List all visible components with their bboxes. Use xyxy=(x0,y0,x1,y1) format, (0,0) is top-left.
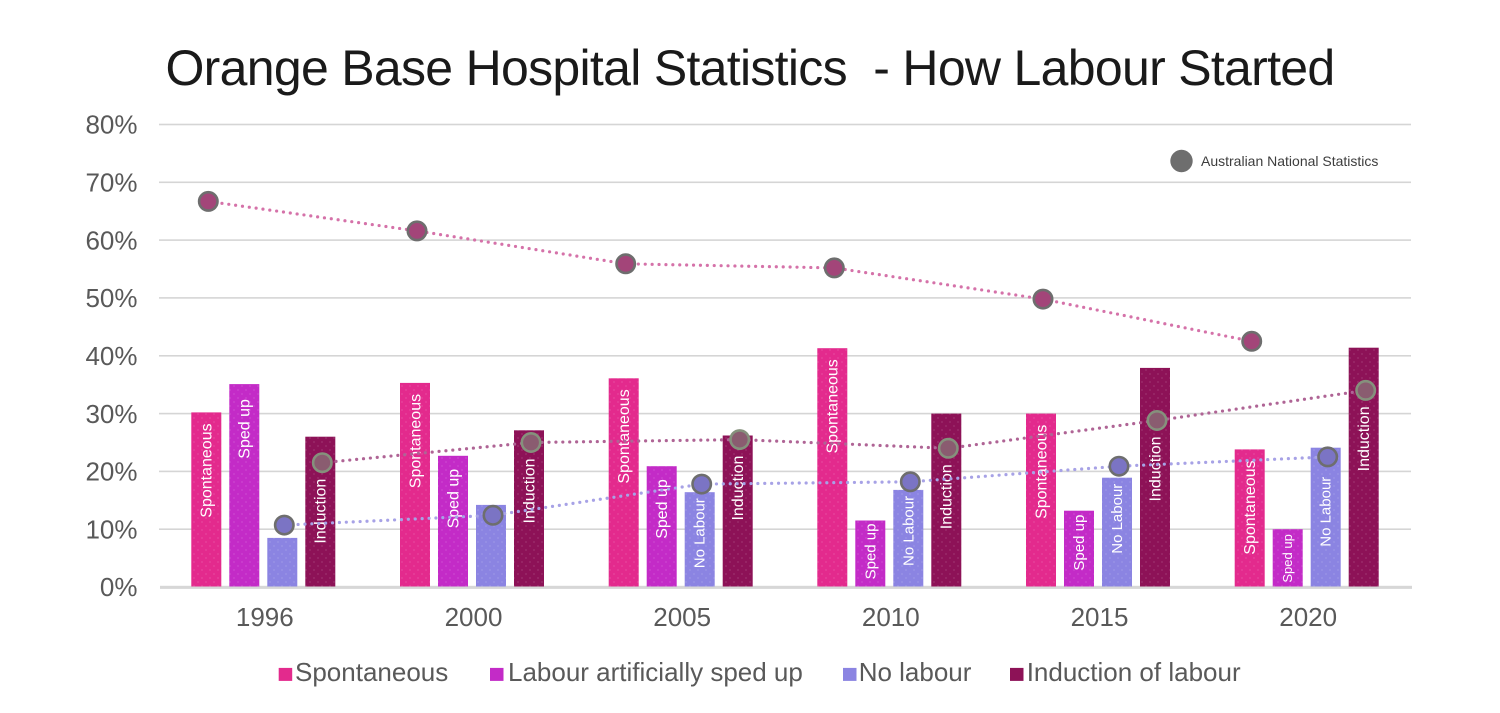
svg-text:Spontaneous: Spontaneous xyxy=(295,657,448,687)
svg-text:Sped up: Sped up xyxy=(654,479,671,539)
svg-text:Sped up: Sped up xyxy=(1280,534,1295,582)
svg-text:Spontaneous: Spontaneous xyxy=(825,359,842,453)
svg-text:0%: 0% xyxy=(100,572,138,602)
svg-text:Sped up: Sped up xyxy=(862,524,879,580)
svg-text:Induction: Induction xyxy=(730,456,747,521)
svg-text:Australian National Statistics: Australian National Statistics xyxy=(1201,153,1378,169)
svg-text:No Labour: No Labour xyxy=(900,496,917,566)
svg-text:Induction of labour: Induction of labour xyxy=(1027,657,1241,687)
svg-text:60%: 60% xyxy=(85,225,137,255)
svg-text:No Labour: No Labour xyxy=(1318,477,1335,547)
svg-text:Induction: Induction xyxy=(939,464,956,529)
svg-text:1996: 1996 xyxy=(236,602,294,632)
svg-text:20%: 20% xyxy=(85,457,137,487)
svg-text:No Labour: No Labour xyxy=(1109,484,1126,554)
svg-text:2015: 2015 xyxy=(1071,602,1129,632)
svg-text:Induction: Induction xyxy=(1147,437,1164,502)
svg-text:2010: 2010 xyxy=(862,602,920,632)
svg-text:Orange Base Hospital Statistic: Orange Base Hospital Statistics - How La… xyxy=(165,40,1334,96)
svg-text:Sped up: Sped up xyxy=(237,399,254,459)
svg-text:No labour: No labour xyxy=(859,657,972,687)
svg-text:Sped up: Sped up xyxy=(1071,515,1088,571)
svg-text:Spontaneous: Spontaneous xyxy=(407,394,424,488)
svg-text:10%: 10% xyxy=(85,514,137,544)
svg-text:2000: 2000 xyxy=(445,602,503,632)
svg-text:80%: 80% xyxy=(85,110,137,140)
svg-text:Induction: Induction xyxy=(1356,406,1373,471)
svg-text:30%: 30% xyxy=(85,399,137,429)
svg-text:2005: 2005 xyxy=(653,602,711,632)
svg-text:Induction: Induction xyxy=(313,479,330,544)
svg-text:Labour artificially sped up: Labour artificially sped up xyxy=(508,657,803,687)
svg-text:Spontaneous: Spontaneous xyxy=(616,389,633,483)
svg-text:No Labour: No Labour xyxy=(692,498,709,568)
svg-text:40%: 40% xyxy=(85,341,137,371)
svg-text:Spontaneous: Spontaneous xyxy=(1242,460,1259,554)
svg-text:50%: 50% xyxy=(85,283,137,313)
svg-text:Spontaneous: Spontaneous xyxy=(199,423,216,517)
svg-text:Induction: Induction xyxy=(521,459,538,524)
svg-text:2020: 2020 xyxy=(1279,602,1337,632)
svg-text:70%: 70% xyxy=(85,168,137,198)
svg-text:Sped up: Sped up xyxy=(445,469,462,529)
